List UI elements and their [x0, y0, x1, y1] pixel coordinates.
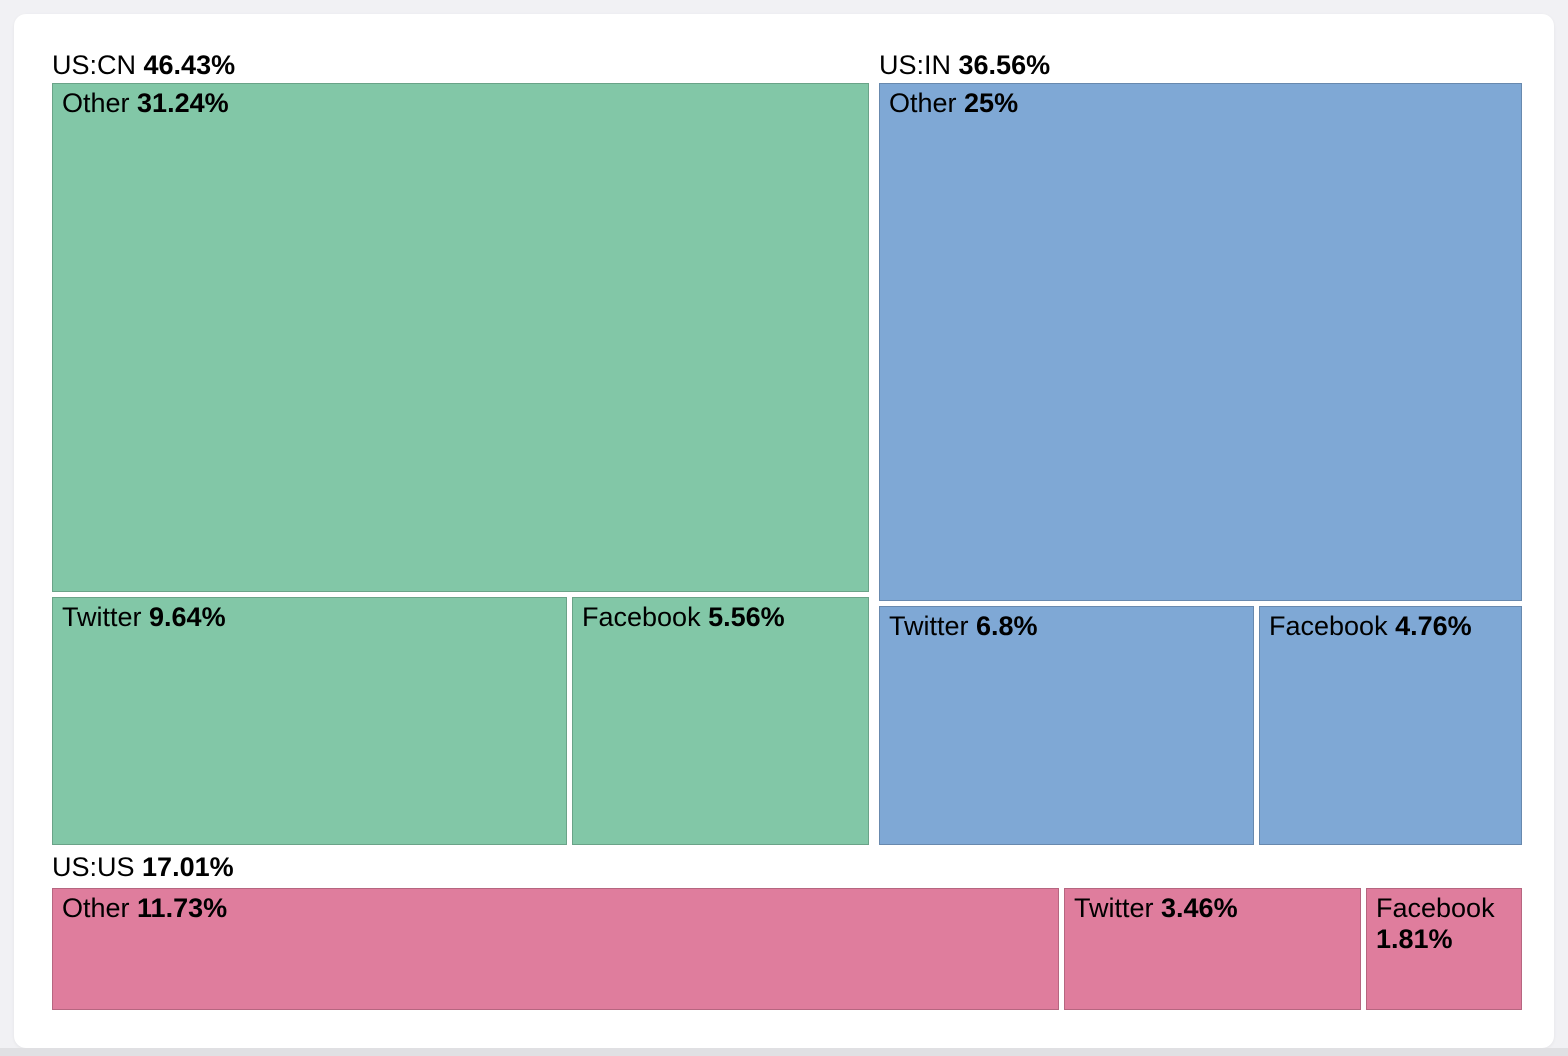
chart-card: US:CN 46.43% Other 31.24% Twitter 9.64% Fac… — [14, 14, 1554, 1048]
treemap-cell-us-in-facebook[interactable]: Facebook 4.76% — [1259, 606, 1522, 845]
tile-label: Facebook 4.76% — [1269, 611, 1472, 641]
treemap-cell-us-us-twitter[interactable]: Twitter 3.46% — [1064, 888, 1361, 1010]
treemap-cell-us-in-twitter[interactable]: Twitter 6.8% — [879, 606, 1254, 845]
group-header-us-in: US:IN 36.56% — [879, 50, 1051, 80]
tile-label: Twitter 9.64% — [62, 602, 226, 632]
page-bottom-strip — [0, 1048, 1568, 1056]
treemap-cell-us-in-other[interactable]: Other 25% — [879, 83, 1522, 601]
treemap-cell-us-cn-other[interactable]: Other 31.24% — [52, 83, 869, 592]
tile-label: Other 31.24% — [62, 88, 229, 118]
treemap-cell-us-cn-twitter[interactable]: Twitter 9.64% — [52, 597, 567, 845]
treemap-cell-us-us-other[interactable]: Other 11.73% — [52, 888, 1059, 1010]
treemap-cell-us-us-facebook[interactable]: Facebook 1.81% — [1366, 888, 1522, 1010]
tile-label: Twitter 6.8% — [889, 611, 1038, 641]
tile-label: Facebook 1.81% — [1376, 893, 1495, 955]
tile-label: Other 25% — [889, 88, 1019, 118]
tile-label: Other 11.73% — [62, 893, 228, 923]
group-header-us-us: US:US 17.01% — [52, 852, 234, 882]
treemap-cell-us-cn-facebook[interactable]: Facebook 5.56% — [572, 597, 869, 845]
treemap-chart: US:CN 46.43% Other 31.24% Twitter 9.64% Fac… — [52, 48, 1522, 1010]
tile-label: Facebook 5.56% — [582, 602, 785, 632]
group-header-us-cn: US:CN 46.43% — [52, 50, 236, 80]
tile-label: Twitter 3.46% — [1074, 893, 1238, 923]
